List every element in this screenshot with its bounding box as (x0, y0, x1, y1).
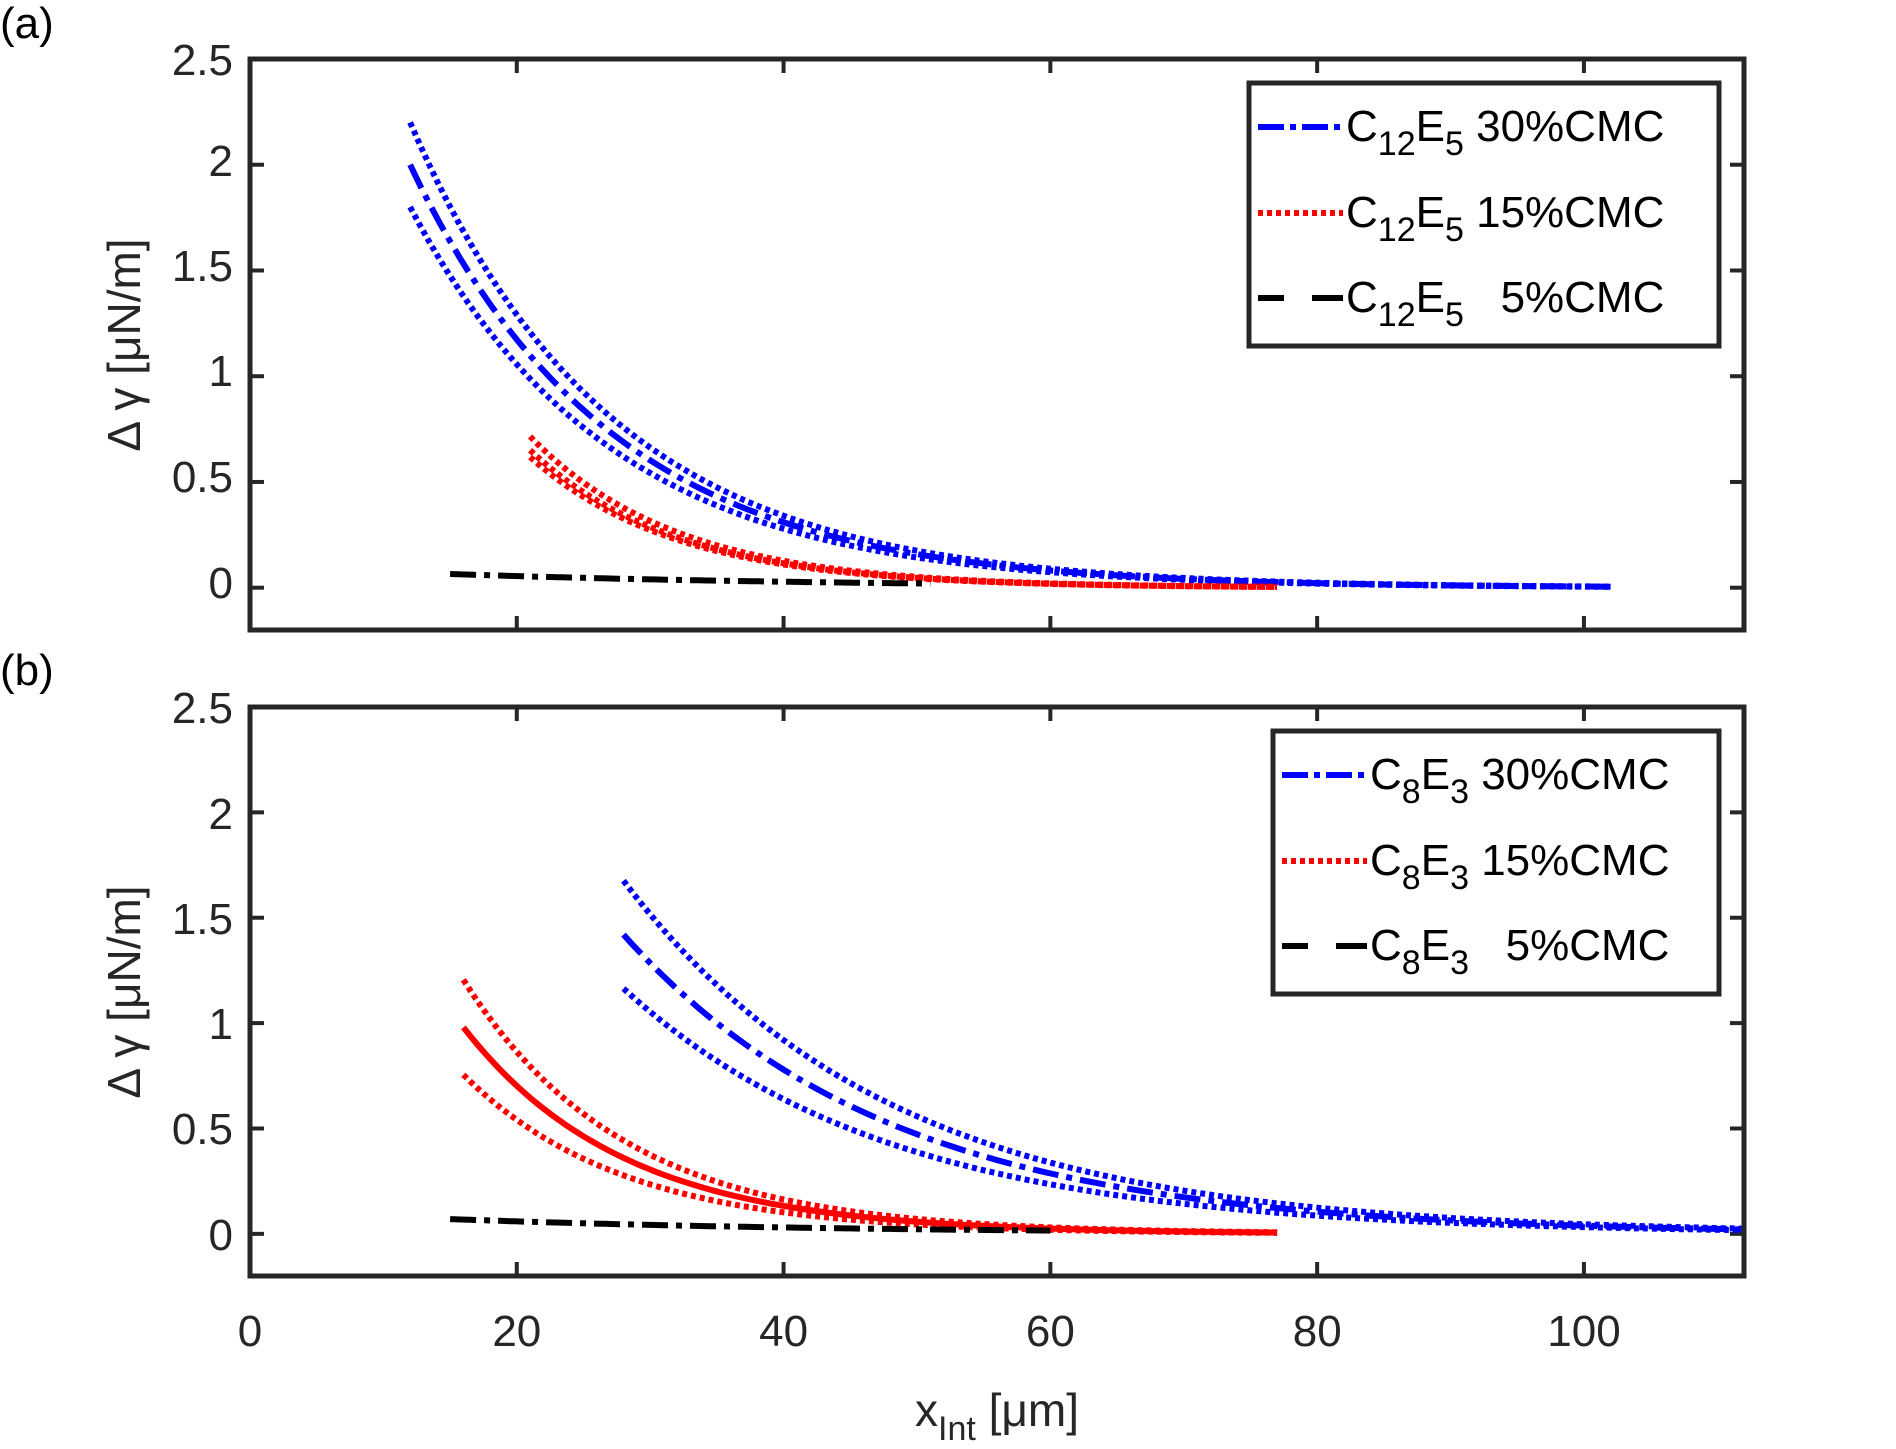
y-axis-delta-gamma: Δ γ (98, 388, 150, 452)
series-upper-bound (407, 121, 1611, 590)
y-axis-title-a: Δ γ [μN/m] (98, 238, 150, 451)
y-tick-label: 1 (209, 1000, 233, 1049)
y-tick-label: 1 (209, 347, 233, 396)
panel-a: (a) 0 0.5 1 1.5 2 2.5 Δ γ [μN/m] C12E5 3… (0, 0, 1747, 633)
y-tick-label: 1.5 (172, 895, 233, 944)
x-tick-label: 20 (492, 1307, 541, 1356)
panel-label-b: (b) (0, 646, 54, 695)
x-tick-label: 100 (1547, 1307, 1620, 1356)
x-tick-label: 60 (1026, 1307, 1075, 1356)
x-tick-label: 0 (238, 1307, 262, 1356)
legend-a: C12E5 30%CMC C12E5 15%CMC C12E5 5%CMC (1246, 80, 1722, 349)
legend-entry: C12E5 15%CMC (1346, 188, 1664, 249)
legend-entry: C8E3 5%CMC (1370, 921, 1669, 982)
curves-b (449, 878, 1745, 1236)
x-tick-label: 80 (1293, 1307, 1342, 1356)
y-tick-label: 0 (209, 1211, 233, 1260)
x-axis-title: xInt [μm] (915, 1384, 1079, 1448)
series-line (528, 448, 1278, 590)
series-line (621, 932, 1745, 1233)
y-axis-delta-gamma: Δ γ (98, 1035, 150, 1099)
series-line (461, 1025, 1278, 1236)
legend-entry: C12E5 30%CMC (1346, 102, 1664, 163)
legend-entry: C8E3 30%CMC (1370, 750, 1669, 811)
y-tick-label: 2.5 (172, 36, 233, 85)
panel-b: (b) 0 0.5 1 1.5 2 2.5 0 20 40 60 80 100 … (0, 646, 1747, 1448)
y-tick-label: 2 (209, 790, 233, 839)
legend-entry: C8E3 15%CMC (1370, 836, 1669, 897)
y-tick-label: 2.5 (172, 684, 233, 733)
series-line (449, 1216, 1051, 1234)
axes-box-a (247, 56, 1747, 633)
series-line (407, 163, 1611, 590)
legend-entry: C12E5 5%CMC (1346, 273, 1664, 334)
y-tick-label: 0 (209, 559, 233, 608)
series-upper-bound (621, 878, 1745, 1232)
x-tick-label: 40 (759, 1307, 808, 1356)
series-lower-bound (407, 205, 1611, 590)
axes-box-b (247, 704, 1747, 1279)
series-line (450, 571, 931, 587)
y-tick-label: 1.5 (172, 242, 233, 291)
curves-a (407, 121, 1611, 590)
y-tick-label: 0.5 (172, 1105, 233, 1154)
y-axis-unit: [μN/m] (98, 238, 150, 387)
y-axis-unit: [μN/m] (98, 885, 150, 1034)
y-axis-title-b: Δ γ [μN/m] (98, 885, 150, 1098)
panel-label-a: (a) (0, 0, 54, 48)
legend-b: C8E3 30%CMC C8E3 15%CMC C8E3 5%CMC (1270, 728, 1722, 997)
y-tick-label: 0.5 (172, 453, 233, 502)
y-tick-label: 2 (209, 137, 233, 186)
